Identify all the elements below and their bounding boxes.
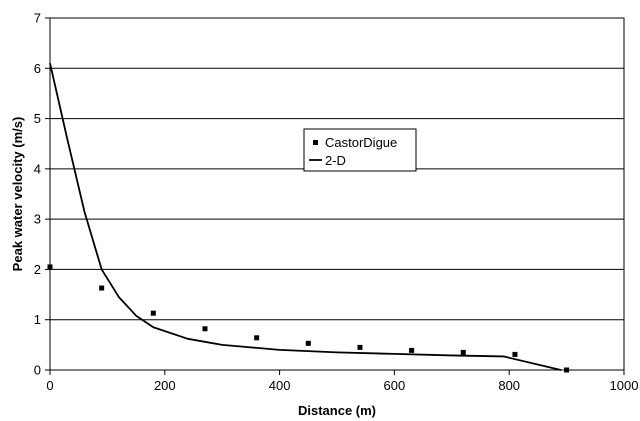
data-point-castordigue (202, 326, 208, 332)
y-tick-label: 5 (34, 111, 41, 126)
grid-lines (50, 67, 624, 321)
data-point-castordigue (564, 367, 570, 373)
x-tick-label: 800 (498, 378, 520, 393)
y-tick-label: 6 (34, 61, 41, 76)
x-tick-label: 600 (384, 378, 406, 393)
x-tick-label: 0 (46, 378, 53, 393)
legend-box (303, 128, 417, 172)
x-tick-label: 400 (269, 378, 291, 393)
legend-marker-castordigue (313, 140, 318, 145)
y-tick-label: 4 (34, 161, 41, 176)
y-axis-ticks: 0 1 2 3 4 5 6 7 (34, 11, 50, 378)
y-axis-title: Peak water velocity (m/s) (10, 117, 25, 272)
y-tick-label: 7 (34, 11, 41, 26)
legend-label-castordigue: CastorDigue (325, 135, 397, 150)
x-tick-label: 1000 (610, 378, 639, 393)
series-layer (47, 63, 570, 373)
data-point-castordigue (357, 344, 363, 350)
data-point-castordigue (460, 349, 466, 355)
data-point-castordigue (99, 285, 105, 291)
y-tick-label: 0 (34, 363, 41, 378)
series-line-2d (49, 63, 562, 371)
data-point-castordigue (409, 347, 415, 353)
data-point-castordigue (512, 351, 518, 357)
x-axis-ticks: 0 200 400 600 800 1000 (46, 370, 638, 393)
x-tick-label: 200 (154, 378, 176, 393)
x-axis-title: Distance (m) (298, 403, 376, 418)
data-point-castordigue (254, 335, 260, 341)
data-point-castordigue (150, 310, 156, 316)
y-tick-label: 3 (34, 212, 41, 227)
data-point-castordigue (47, 264, 53, 270)
legend-label-2d: 2-D (325, 153, 346, 168)
plot-area (49, 17, 625, 371)
data-point-castordigue (305, 340, 311, 346)
y-tick-label: 2 (34, 262, 41, 277)
y-tick-label: 1 (34, 312, 41, 327)
legend: CastorDigue 2-D (303, 128, 417, 172)
